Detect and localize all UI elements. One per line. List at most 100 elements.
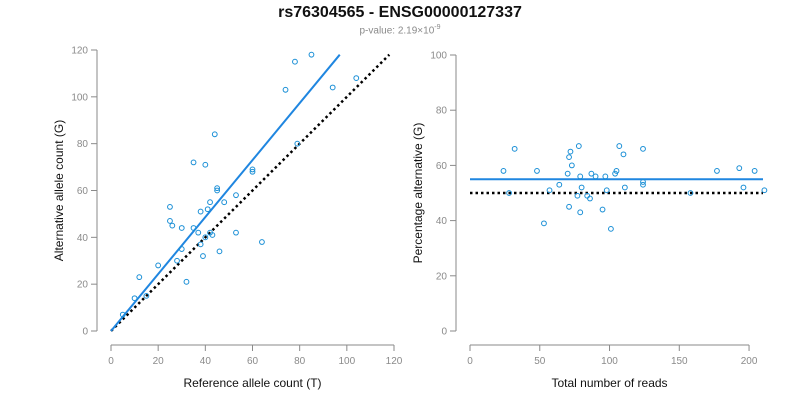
right-data-point	[541, 220, 547, 227]
right-data-point	[546, 187, 553, 194]
right-data-point	[603, 187, 610, 194]
right-data-point	[602, 173, 609, 180]
right-y-tick-label: 60	[436, 161, 448, 172]
left-y-tick-label: 120	[71, 46, 88, 57]
p-value-text: p-value: 2.19×10	[359, 25, 435, 37]
left-data-point	[214, 187, 221, 194]
left-x-tick-label: 120	[386, 356, 403, 367]
left-y-tick-label: 20	[77, 280, 89, 291]
left-data-point	[119, 311, 126, 318]
left-data-point	[209, 232, 216, 238]
right-data-point	[577, 209, 584, 216]
left-data-point	[249, 168, 256, 175]
left-data-point	[197, 208, 204, 215]
right-data-point	[621, 184, 628, 191]
right-data-point	[687, 190, 694, 196]
right-data-point	[575, 143, 582, 149]
left-data-point	[174, 257, 180, 264]
left-x-tick-label: 20	[153, 356, 165, 367]
left-x-axis-label: Reference allele count (T)	[183, 376, 321, 390]
right-data-point	[616, 143, 623, 149]
left-data-point	[259, 239, 265, 245]
right-x-tick-label: 150	[671, 356, 688, 367]
left-data-point	[200, 253, 206, 259]
left-y-tick-label: 100	[71, 92, 88, 103]
left-fit-line	[110, 54, 341, 332]
right-data-point	[608, 225, 614, 232]
left-y-tick-label: 60	[77, 186, 89, 197]
left-x-tick-label: 100	[338, 356, 355, 367]
left-data-point	[183, 278, 190, 285]
left-y-tick-label: 0	[82, 327, 88, 338]
left-data-point	[353, 75, 360, 81]
left-x-tick-label: 0	[108, 356, 114, 367]
right-data-point	[567, 148, 574, 155]
right-y-tick-label: 100	[430, 51, 447, 62]
right-y-tick-label: 20	[436, 271, 448, 282]
right-x-tick-label: 0	[467, 356, 473, 367]
left-data-point	[221, 199, 228, 206]
left-data-point	[202, 161, 209, 168]
right-data-point	[640, 145, 646, 152]
left-data-point	[197, 241, 204, 248]
left-data-point	[155, 262, 162, 269]
right-data-point	[534, 168, 540, 174]
left-x-tick-label: 40	[200, 356, 212, 367]
left-data-point	[282, 86, 289, 93]
right-x-tick-label: 100	[601, 356, 618, 367]
left-data-point	[294, 140, 301, 147]
left-y-tick-label: 40	[77, 233, 89, 244]
right-x-axis-label: Total number of reads	[551, 376, 667, 390]
right-data-point	[761, 187, 768, 194]
left-data-point	[207, 199, 213, 206]
right-data-point	[592, 173, 599, 180]
left-data-point	[190, 159, 197, 166]
left-data-point	[249, 166, 256, 173]
right-data-point	[556, 181, 563, 188]
left-data-point	[195, 229, 202, 236]
right-data-point	[574, 192, 581, 199]
left-data-point	[136, 274, 143, 281]
right-data-point	[564, 170, 571, 177]
left-data-point	[211, 131, 218, 138]
right-data-point	[612, 170, 619, 177]
right-data-point	[568, 162, 575, 169]
left-data-point	[216, 248, 223, 255]
right-y-axis-label: Percentage alternative (G)	[411, 123, 425, 264]
right-data-point	[640, 179, 646, 185]
left-x-tick-label: 80	[294, 356, 306, 367]
right-data-point	[506, 190, 512, 196]
right-y-tick-label: 40	[436, 216, 448, 227]
left-data-point	[308, 51, 315, 58]
left-data-point	[178, 246, 185, 252]
right-data-point	[740, 184, 747, 191]
right-data-point	[578, 184, 585, 191]
left-data-point	[167, 203, 173, 210]
left-data-point	[204, 206, 211, 213]
right-data-point	[500, 168, 507, 174]
right-data-point	[620, 151, 627, 158]
right-x-tick-label: 50	[534, 356, 546, 367]
left-data-point	[202, 234, 209, 241]
right-y-tick-label: 80	[436, 106, 448, 117]
right-data-point	[599, 206, 606, 213]
right-data-point	[566, 154, 572, 161]
left-x-tick-label: 60	[247, 356, 259, 367]
right-x-tick-label: 200	[741, 356, 758, 367]
left-data-point	[131, 295, 138, 302]
left-data-point	[169, 222, 176, 229]
chart-title: rs76304565 - ENSG00000127337	[278, 4, 522, 21]
left-data-point	[167, 218, 173, 224]
left-data-point	[214, 185, 221, 192]
left-reference-line	[110, 53, 391, 332]
left-data-point	[178, 225, 185, 231]
right-data-point	[736, 165, 743, 172]
left-data-point	[233, 229, 239, 236]
right-data-point	[640, 181, 646, 188]
left-y-axis-label: Alternative allele count (G)	[52, 120, 66, 261]
chart-subtitle: p-value: 2.19×10-9	[0, 24, 800, 36]
p-value-exponent: -9	[434, 24, 441, 31]
right-y-tick-label: 0	[441, 327, 447, 338]
left-data-point	[292, 58, 298, 65]
